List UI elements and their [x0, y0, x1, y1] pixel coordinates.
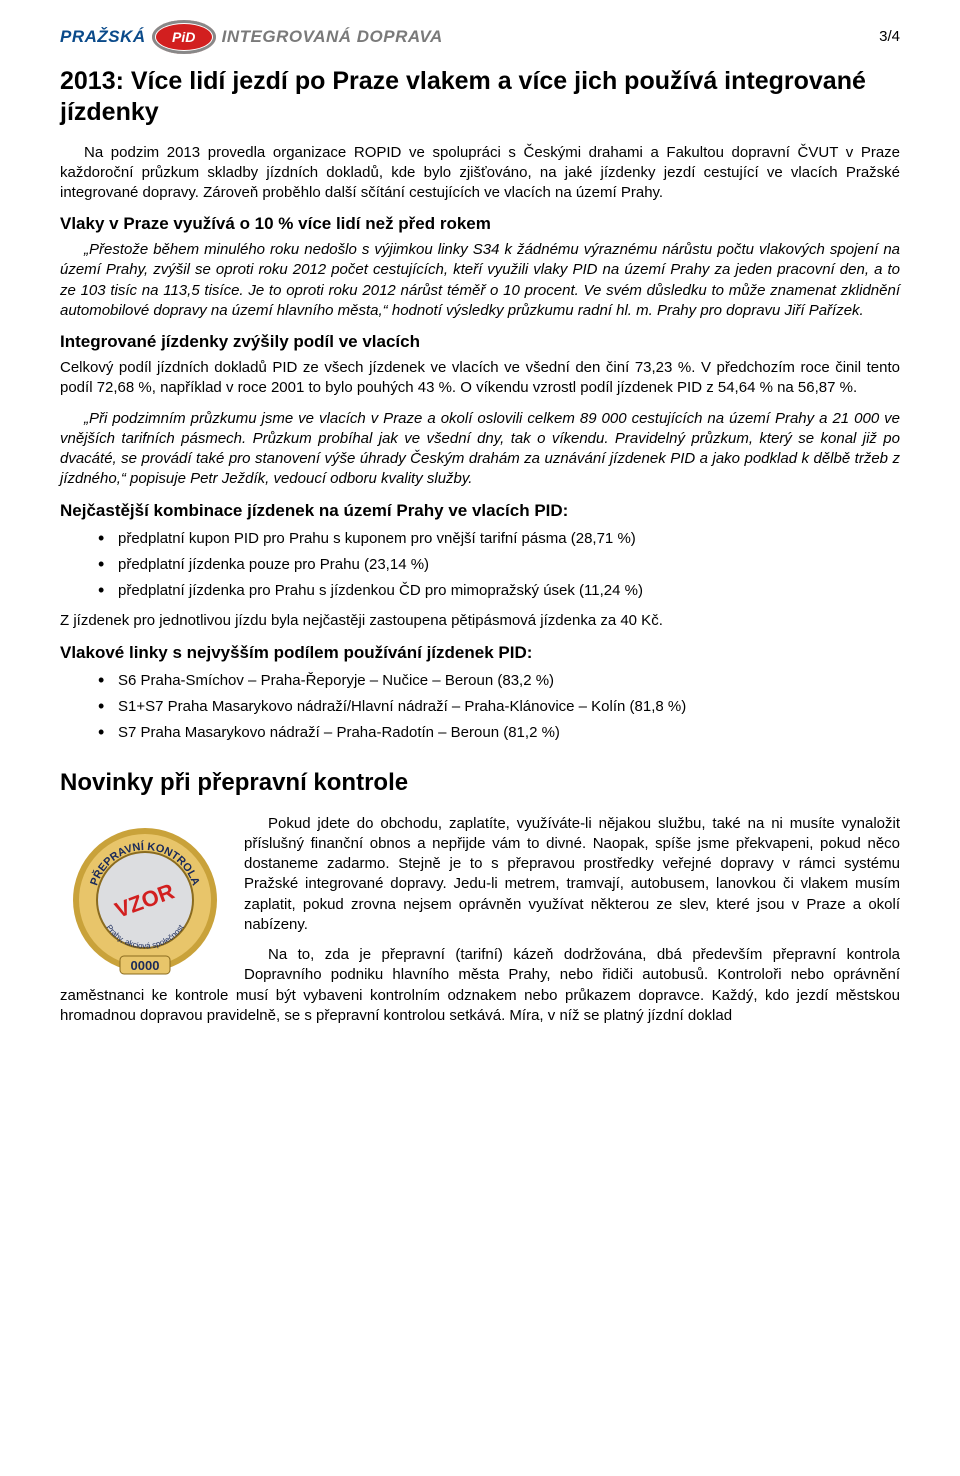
list-item: S7 Praha Masarykovo nádraží – Praha-Rado… — [98, 723, 900, 743]
subhead-trains-usage: Vlaky v Praze využívá o 10 % více lidí n… — [60, 213, 900, 236]
list-item: předplatní jízdenka pouze pro Prahu (23,… — [98, 555, 900, 575]
top-lines-list: S6 Praha-Smíchov – Praha-Řeporyje – Nuči… — [98, 671, 900, 744]
kontrola-badge-icon: PŘEPRAVNÍ KONTROLA Prahy, akciová společ… — [60, 812, 230, 982]
subhead-integrated-tickets: Integrované jízdenky zvýšily podíl ve vl… — [60, 331, 900, 354]
logo-oval-icon: PiD — [152, 20, 216, 54]
badge-number: 0000 — [131, 958, 160, 973]
list-item: S6 Praha-Smíchov – Praha-Řeporyje – Nuči… — [98, 671, 900, 691]
quote-jezdik: „Při podzimním průzkumu jsme ve vlacích … — [60, 409, 900, 490]
share-paragraph: Celkový podíl jízdních dokladů PID ze vš… — [60, 358, 900, 399]
page-title: 2013: Více lidí jezdí po Praze vlakem a … — [60, 66, 900, 129]
kontrola-block: PŘEPRAVNÍ KONTROLA Prahy, akciová společ… — [60, 812, 900, 1037]
subhead-combinations: Nejčastější kombinace jízdenek na území … — [60, 500, 900, 523]
page-counter: 3/4 — [879, 27, 900, 47]
list-item: předplatní kupon PID pro Prahu s kuponem… — [98, 529, 900, 549]
combinations-list: předplatní kupon PID pro Prahu s kuponem… — [98, 529, 900, 602]
list-item: předplatní jízdenka pro Prahu s jízdenko… — [98, 581, 900, 601]
header: PRAŽSKÁ PiD INTEGROVANÁ DOPRAVA 3/4 — [60, 20, 900, 54]
brand-logo: PRAŽSKÁ PiD INTEGROVANÁ DOPRAVA — [60, 20, 443, 54]
logo-oval-text: PiD — [172, 28, 195, 47]
intro-paragraph: Na podzim 2013 provedla organizace ROPID… — [60, 143, 900, 204]
list-item: S1+S7 Praha Masarykovo nádraží/Hlavní ná… — [98, 697, 900, 717]
section-title-kontrola: Novinky při přepravní kontrole — [60, 767, 900, 799]
subhead-top-lines: Vlakové linky s nejvyšším podílem použív… — [60, 642, 900, 665]
quote-parizek: „Přestože během minulého roku nedošlo s … — [60, 240, 900, 321]
logo-left-text: PRAŽSKÁ — [60, 26, 146, 49]
logo-right-text: INTEGROVANÁ DOPRAVA — [222, 26, 443, 49]
single-ticket-paragraph: Z jízdenek pro jednotlivou jízdu byla ne… — [60, 611, 900, 631]
